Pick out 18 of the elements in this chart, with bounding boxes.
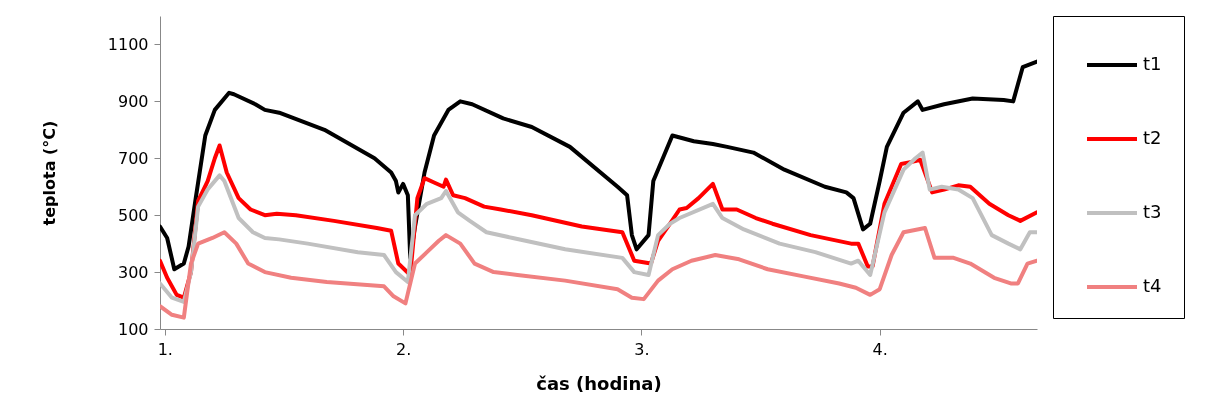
y-tick-label: 900 bbox=[117, 91, 149, 111]
legend-label: t1 bbox=[1143, 53, 1162, 74]
x-axis-title: čas (hodina) bbox=[536, 372, 662, 394]
y-tick-label: 500 bbox=[117, 205, 149, 225]
line-series bbox=[160, 59, 1037, 272]
y-tick-label: 1100 bbox=[107, 34, 149, 54]
y-tick-label: 100 bbox=[117, 319, 149, 339]
y-axis-title: teplota (°C) bbox=[39, 120, 59, 226]
x-tick-label: 1. bbox=[157, 339, 173, 359]
x-tick-label: 4. bbox=[872, 339, 888, 359]
legend-label: t2 bbox=[1143, 127, 1162, 148]
y-tick-label: 700 bbox=[117, 148, 149, 168]
legend-label: t4 bbox=[1143, 275, 1162, 296]
line-series bbox=[160, 225, 1037, 320]
y-tick-label: 300 bbox=[117, 262, 149, 282]
x-tick-label: 2. bbox=[395, 339, 412, 359]
x-tick-label: 3. bbox=[634, 339, 650, 359]
legend-label: t3 bbox=[1143, 201, 1162, 222]
